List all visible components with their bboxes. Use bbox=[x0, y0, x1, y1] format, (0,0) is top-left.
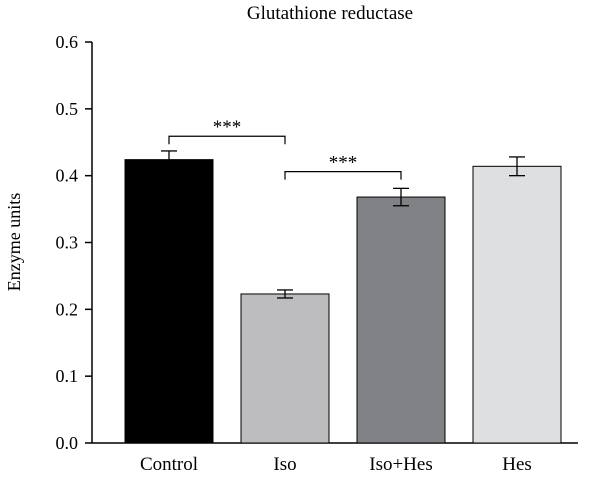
y-tick-label: 0.2 bbox=[56, 299, 79, 319]
bars-group bbox=[124, 159, 562, 444]
category-label: Iso bbox=[273, 454, 296, 475]
significance-label: *** bbox=[329, 153, 358, 174]
y-tick-label: 0.5 bbox=[56, 99, 79, 119]
category-label: Control bbox=[140, 454, 198, 475]
y-tick-label: 0.6 bbox=[56, 32, 79, 52]
significance-group: *** *** bbox=[168, 117, 402, 180]
error-bars-group bbox=[161, 150, 525, 299]
chart-title: Glutathione reductase bbox=[247, 3, 413, 24]
bar-iso bbox=[240, 293, 330, 444]
y-axis-label: Enzyme units bbox=[4, 193, 24, 291]
category-labels: Control Iso Iso+Hes Hes bbox=[140, 454, 532, 475]
bar-hes bbox=[472, 165, 562, 444]
y-tick-label: 0.1 bbox=[56, 366, 79, 386]
bar-iso-hes bbox=[356, 196, 446, 444]
y-tick-label: 0.3 bbox=[56, 233, 79, 253]
category-label: Hes bbox=[502, 454, 532, 475]
y-axis-ticks: 0.0 0.1 0.2 0.3 0.4 0.5 0.6 bbox=[56, 32, 92, 453]
significance-bracket bbox=[284, 171, 402, 180]
significance-bracket bbox=[168, 135, 286, 145]
category-label: Iso+Hes bbox=[369, 454, 433, 475]
y-tick-label: 0.4 bbox=[56, 166, 79, 186]
y-tick-label: 0.0 bbox=[56, 433, 79, 453]
significance-label: *** bbox=[213, 117, 242, 138]
bar-control bbox=[124, 159, 214, 444]
